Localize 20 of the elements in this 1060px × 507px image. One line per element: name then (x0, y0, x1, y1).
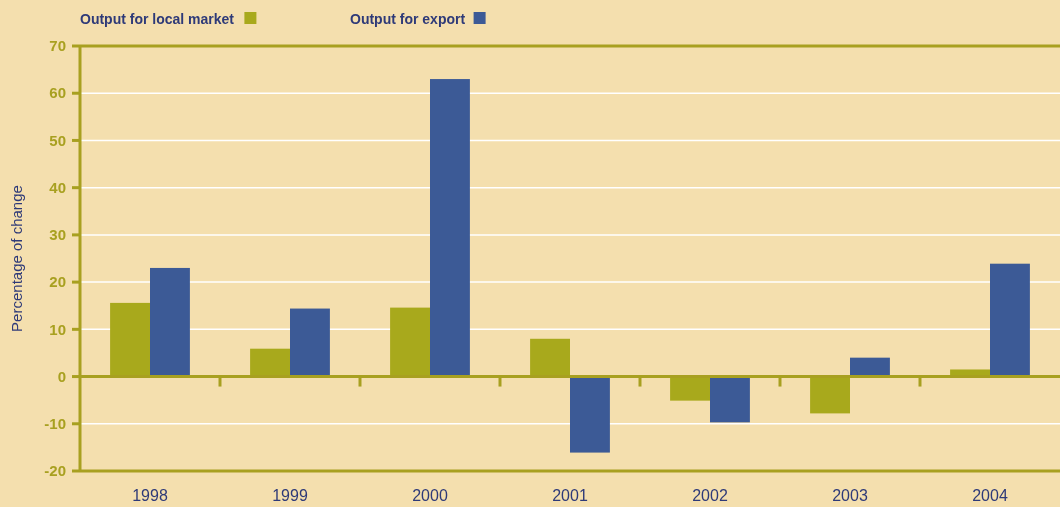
y-axis-title: Percentage of change (8, 185, 25, 332)
x-tick-label: 2004 (972, 487, 1008, 504)
y-tick-label: 0 (57, 367, 66, 385)
y-tick-label: -10 (44, 415, 66, 433)
y-tick-label: 20 (49, 273, 66, 291)
x-tick-label: 1998 (132, 487, 168, 504)
y-tick-label: 10 (49, 320, 66, 338)
legend-label: Output for local market (80, 11, 235, 27)
x-tick-label: 2001 (552, 487, 588, 504)
legend-label: Output for export (350, 11, 466, 27)
x-tick-label: 2003 (832, 487, 868, 504)
y-tick-label: 30 (49, 226, 66, 244)
x-tick-label: 2000 (412, 487, 448, 504)
y-tick-label: 70 (49, 37, 66, 55)
y-tick-label: 50 (49, 131, 66, 149)
y-tick-label: 60 (49, 84, 66, 102)
y-tick-label: -20 (44, 462, 66, 480)
y-tick-label: 40 (49, 178, 66, 196)
x-tick-label: 2002 (692, 487, 728, 504)
x-tick-label: 1999 (272, 487, 308, 504)
